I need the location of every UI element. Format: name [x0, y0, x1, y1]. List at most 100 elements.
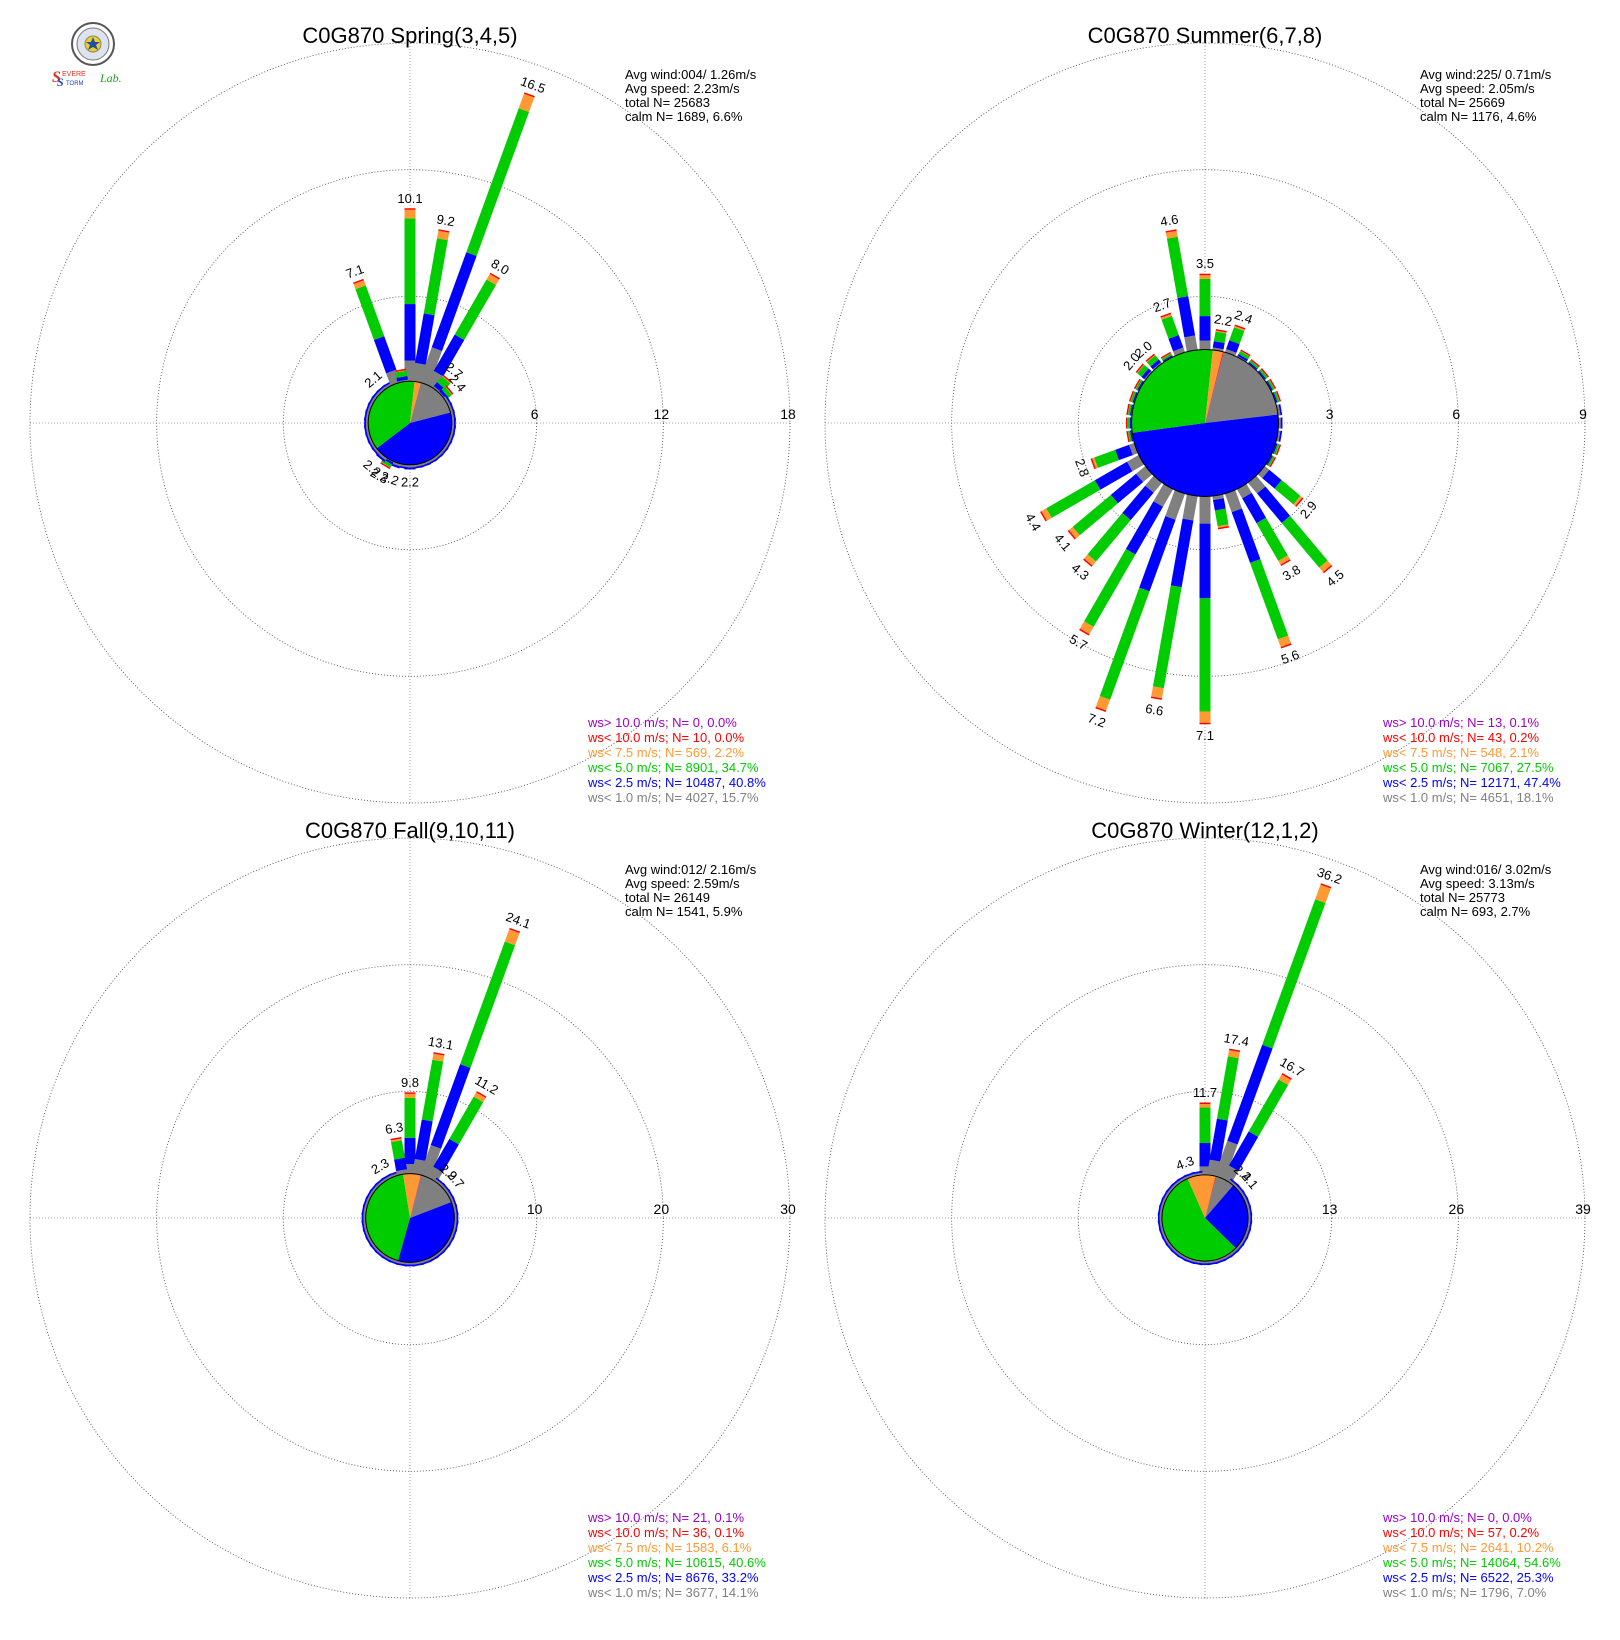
pie-outline	[365, 1173, 455, 1263]
wind-bar-segment	[430, 1064, 471, 1149]
wind-bar-segment	[1129, 442, 1138, 456]
wind-bar-cap	[1067, 530, 1076, 540]
chart-title: C0G870 Winter(12,1,2)	[1091, 818, 1318, 843]
bar-value-label: 4.6	[1159, 211, 1179, 229]
wind-bar-cap	[1234, 324, 1246, 330]
wind-bar-cap	[1217, 525, 1230, 530]
stats-line: Avg wind:012/ 2.16m/s	[625, 862, 757, 877]
wind-bar-segment	[1262, 899, 1326, 1049]
wind-bar	[1090, 442, 1138, 470]
legend-entry: ws< 2.5 m/s; N= 12171, 47.4%	[1382, 775, 1561, 790]
wind-bar-cap	[1126, 431, 1130, 443]
wind-bar-segment	[1191, 1172, 1203, 1177]
wind-bar-segment	[404, 218, 416, 305]
wind-bar	[404, 1092, 416, 1174]
legend-entry: ws< 7.5 m/s; N= 2641, 10.2%	[1382, 1540, 1554, 1555]
wind-bar-segment	[1191, 1170, 1203, 1175]
wind-bar	[1221, 1073, 1292, 1184]
bar-value-label: 13.1	[427, 1034, 455, 1053]
wind-bar-segment	[473, 1092, 486, 1103]
wind-bar-segment	[1137, 380, 1144, 391]
wind-bar	[404, 208, 416, 382]
pie-slice	[1205, 1176, 1217, 1218]
pie-slice	[410, 382, 451, 423]
wind-bar	[1257, 466, 1304, 507]
wind-bar-segment	[380, 462, 391, 468]
wind-bar-segment	[1084, 554, 1096, 566]
wind-bar-cap	[433, 1052, 445, 1056]
bar-value-label: 2.8	[1072, 457, 1092, 479]
wind-bar-segment	[1135, 379, 1143, 391]
wind-bar-cap	[1240, 349, 1251, 357]
legend-entry: ws< 10.0 m/s; N= 36, 0.1%	[587, 1525, 745, 1540]
severe-storm-lab-logo: S EVERE S TORM Lab.	[52, 22, 122, 89]
university-seal-icon	[71, 22, 115, 66]
wind-bar	[1165, 229, 1198, 352]
bar-value-label: 3.8	[1280, 562, 1303, 584]
bar-value-label: 2.3	[369, 1155, 392, 1177]
wind-bar	[1135, 363, 1153, 380]
bar-value-label: 5.6	[1279, 647, 1301, 667]
wind-bar-segment	[1248, 361, 1258, 370]
wind-bar-segment	[1199, 711, 1211, 723]
wind-bar-cap	[509, 927, 521, 934]
wind-bar-segment	[404, 1262, 416, 1265]
wind-bar-segment	[1227, 1044, 1273, 1145]
wind-bar-segment	[432, 1053, 445, 1062]
wind-bar-segment	[404, 1264, 416, 1267]
wind-bar-segment	[1267, 455, 1275, 467]
logo-letter-s1: S	[52, 69, 61, 86]
pie-slice	[365, 1174, 410, 1261]
wind-bar-segment	[1293, 495, 1303, 506]
ring	[29, 837, 791, 1599]
legend-entry: ws< 7.5 m/s; N= 1583, 6.1%	[587, 1540, 752, 1555]
legend-entry: ws< 10.0 m/s; N= 43, 0.2%	[1382, 730, 1540, 745]
wind-bar-segment	[1136, 364, 1145, 374]
wind-bar-cap	[353, 278, 364, 285]
bar-value-label: 6.6	[1144, 701, 1164, 719]
wind-bar	[1236, 483, 1291, 566]
bar-value-label: 24.1	[504, 909, 533, 932]
legend-entry: ws< 5.0 m/s; N= 14064, 54.6%	[1382, 1555, 1561, 1570]
wind-bar-cap	[404, 1092, 416, 1094]
ring	[951, 964, 1459, 1472]
ring	[282, 295, 538, 551]
wind-bar-segment	[454, 279, 497, 341]
wind-bar-segment	[1250, 559, 1289, 640]
stats-line: calm N= 1689, 6.6%	[625, 109, 743, 124]
bar-value-label: 9.2	[436, 211, 456, 229]
wind-bar-cap	[1215, 329, 1227, 333]
wind-bar-segment	[1145, 475, 1162, 493]
pie-slice	[1132, 414, 1279, 497]
wind-bar-segment	[1228, 1131, 1259, 1172]
wind-bar	[1199, 1261, 1211, 1266]
wind-bar-segment	[1199, 1107, 1211, 1144]
wind-bar	[427, 1091, 487, 1183]
wind-bar-segment	[1151, 686, 1164, 699]
wind-bar-segment	[1144, 370, 1153, 380]
logo-letter-s2: S	[57, 75, 64, 89]
wind-bar-cap	[1322, 565, 1333, 574]
pie-outline	[1131, 349, 1279, 497]
wind-bar-cap	[1135, 363, 1144, 373]
ring	[156, 964, 664, 1472]
ring-label: 30	[780, 1201, 796, 1217]
bar-value-label: 7.1	[1196, 728, 1214, 743]
pie-outline	[367, 380, 453, 466]
legend-entry: ws< 1.0 m/s; N= 4027, 15.7%	[587, 790, 759, 805]
stats-line: total N= 25773	[1420, 890, 1505, 905]
wind-bar-segment	[1224, 348, 1237, 356]
wind-bar-segment	[1213, 498, 1226, 511]
wind-bar-segment	[1238, 351, 1250, 360]
stats-line: Avg speed: 2.05m/s	[1420, 81, 1535, 96]
wind-bar-segment	[1046, 480, 1101, 518]
wind-bar-segment	[1275, 391, 1280, 402]
wind-bar	[1040, 454, 1145, 522]
wind-bar-segment	[441, 375, 451, 384]
wind-bar-segment	[1127, 417, 1130, 429]
wind-bar-segment	[1224, 490, 1242, 513]
wind-bar-segment	[1095, 695, 1111, 711]
wind-bar	[1199, 496, 1211, 725]
wind-bar-cap	[1165, 229, 1177, 233]
wind-bar-segment	[518, 93, 535, 112]
